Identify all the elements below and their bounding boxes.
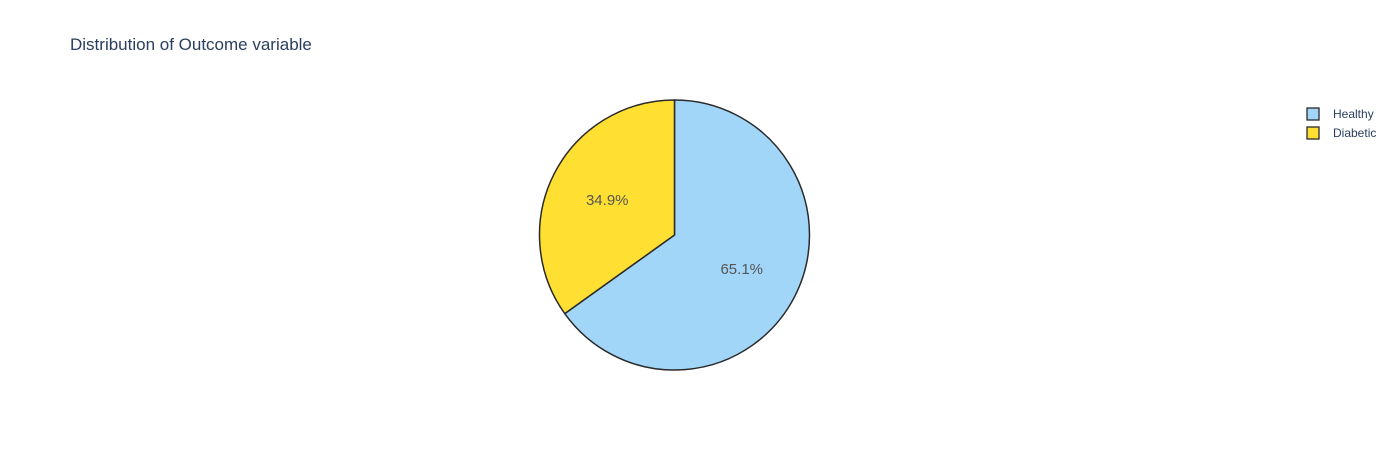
- pie-slice-labels: 65.1% 34.9%: [586, 192, 763, 278]
- legend-label: Healthy: [1333, 107, 1374, 121]
- legend: Healthy Diabetic: [1306, 107, 1376, 140]
- legend-item-healthy[interactable]: Healthy: [1306, 107, 1374, 121]
- legend-swatch: [1306, 126, 1320, 140]
- pie-slice-healthy[interactable]: [564, 99, 811, 371]
- slice-label-diabetic: 34.9%: [586, 192, 629, 209]
- pie-slice-diabetic[interactable]: [538, 99, 676, 315]
- legend-swatch: [1306, 107, 1320, 121]
- legend-label: Diabetic: [1333, 126, 1376, 140]
- slice-label-healthy: 65.1%: [720, 261, 763, 278]
- legend-item-diabetic[interactable]: Diabetic: [1306, 126, 1376, 140]
- pie-slices: [538, 99, 811, 371]
- chart-title: Distribution of Outcome variable: [70, 35, 312, 54]
